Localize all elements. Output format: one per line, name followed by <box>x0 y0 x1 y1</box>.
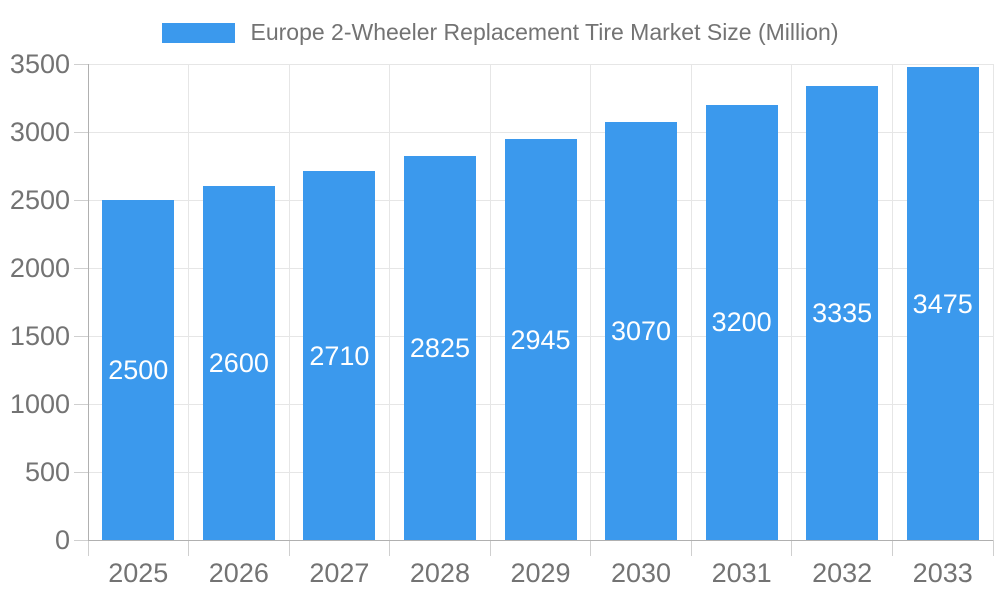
x-axis-label: 2032 <box>812 558 873 588</box>
y-axis-label: 2000 <box>9 253 70 283</box>
bar-value-label: 2710 <box>309 340 370 371</box>
gridline-vertical <box>891 64 893 540</box>
y-axis-label: 3000 <box>9 117 70 147</box>
x-axis-label: 2026 <box>208 558 269 588</box>
y-axis-line <box>87 64 89 540</box>
bar-value-label: 3335 <box>812 298 873 329</box>
bar-value-label: 2600 <box>208 348 269 379</box>
y-axis-tick <box>74 403 88 405</box>
bar[interactable] <box>605 122 678 540</box>
gridline-vertical <box>690 64 692 540</box>
x-axis-label: 2033 <box>912 558 973 588</box>
bar[interactable] <box>906 67 979 540</box>
y-axis-tick <box>74 267 88 269</box>
x-axis-label: 2031 <box>711 558 772 588</box>
gridline-horizontal <box>88 63 993 65</box>
bar[interactable] <box>806 86 879 540</box>
legend[interactable]: Europe 2-Wheeler Replacement Tire Market… <box>0 13 1000 53</box>
x-axis-line <box>88 539 993 541</box>
bar-value-label: 2945 <box>510 324 571 355</box>
x-axis-tick <box>288 540 290 556</box>
y-axis-tick <box>74 471 88 473</box>
y-axis-tick <box>74 335 88 337</box>
x-axis-tick <box>389 540 391 556</box>
x-axis-tick <box>690 540 692 556</box>
bar[interactable] <box>303 171 376 540</box>
gridline-vertical <box>288 64 290 540</box>
bar-value-label: 2825 <box>409 332 470 363</box>
gridline-vertical <box>489 64 491 540</box>
bar[interactable] <box>102 200 175 540</box>
x-axis-tick <box>590 540 592 556</box>
x-axis-label: 2025 <box>108 558 169 588</box>
bar-value-label: 3200 <box>711 307 772 338</box>
gridline-vertical <box>590 64 592 540</box>
gridline-horizontal <box>88 131 993 133</box>
legend-label: Europe 2-Wheeler Replacement Tire Market… <box>250 19 839 46</box>
bar[interactable] <box>403 155 476 540</box>
x-axis-tick <box>188 540 190 556</box>
bar[interactable] <box>504 139 577 540</box>
y-axis-tick <box>74 63 88 65</box>
legend-swatch <box>161 23 235 43</box>
x-axis-tick <box>992 540 994 556</box>
y-axis-tick <box>74 199 88 201</box>
x-axis-tick <box>489 540 491 556</box>
y-axis-label: 3500 <box>9 49 70 79</box>
gridline-vertical <box>992 64 994 540</box>
bar-value-label: 2500 <box>108 355 169 385</box>
x-axis-label: 2028 <box>409 558 470 588</box>
gridline-vertical <box>791 64 793 540</box>
y-axis-tick <box>74 539 88 541</box>
x-axis-label: 2029 <box>510 558 571 588</box>
x-axis-tick <box>891 540 893 556</box>
x-axis-tick <box>791 540 793 556</box>
y-axis-label: 500 <box>24 457 70 487</box>
y-axis-tick <box>74 131 88 133</box>
y-axis-label: 0 <box>54 525 70 555</box>
y-axis-label: 1500 <box>9 321 70 351</box>
bar[interactable] <box>202 186 275 540</box>
bar-value-label: 3475 <box>912 288 973 319</box>
bar[interactable] <box>705 104 778 540</box>
x-axis-tick <box>87 540 89 556</box>
y-axis-label: 2500 <box>9 185 70 215</box>
y-axis-label: 1000 <box>9 389 70 419</box>
x-axis-label: 2027 <box>309 558 370 588</box>
x-axis-label: 2030 <box>611 558 672 588</box>
gridline-vertical <box>188 64 190 540</box>
bar-value-label: 3070 <box>611 316 672 347</box>
gridline-vertical <box>389 64 391 540</box>
